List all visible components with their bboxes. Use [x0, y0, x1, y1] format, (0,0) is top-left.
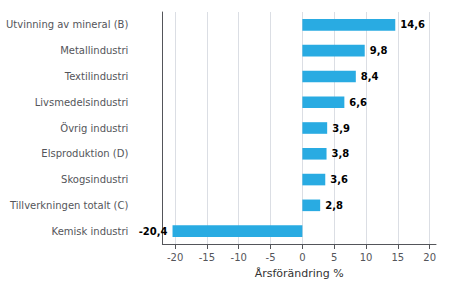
- svg-text:5: 5: [331, 252, 337, 263]
- svg-text:Elsproduktion (D): Elsproduktion (D): [41, 148, 128, 159]
- svg-text:Utvinning av mineral (B): Utvinning av mineral (B): [6, 19, 128, 30]
- svg-text:6,6: 6,6: [349, 97, 367, 108]
- svg-text:14,6: 14,6: [400, 19, 425, 30]
- svg-text:Kemisk industri: Kemisk industri: [52, 226, 129, 237]
- svg-text:Metallindustri: Metallindustri: [60, 45, 128, 56]
- svg-text:Livsmedelsindustri: Livsmedelsindustri: [35, 97, 129, 108]
- svg-text:2,8: 2,8: [325, 200, 343, 211]
- svg-text:9,8: 9,8: [370, 45, 388, 56]
- svg-text:Årsförändring %: Årsförändring %: [255, 267, 344, 280]
- svg-text:Tillverkningen totalt (C): Tillverkningen totalt (C): [9, 200, 128, 211]
- svg-text:15: 15: [391, 252, 404, 263]
- svg-text:Skogsindustri: Skogsindustri: [61, 174, 128, 185]
- svg-text:-20: -20: [167, 252, 183, 263]
- svg-text:3,9: 3,9: [332, 123, 350, 134]
- svg-text:3,8: 3,8: [332, 148, 350, 159]
- svg-text:8,4: 8,4: [361, 71, 379, 82]
- svg-text:Övrig industri: Övrig industri: [60, 122, 128, 134]
- svg-text:0: 0: [299, 252, 305, 263]
- svg-text:-10: -10: [231, 252, 247, 263]
- svg-text:3,6: 3,6: [330, 174, 348, 185]
- svg-text:Textilindustri: Textilindustri: [64, 71, 129, 82]
- svg-text:-20,4: -20,4: [139, 226, 168, 237]
- svg-text:-5: -5: [266, 252, 276, 263]
- svg-text:10: 10: [360, 252, 373, 263]
- svg-text:20: 20: [423, 252, 436, 263]
- svg-text:-15: -15: [199, 252, 215, 263]
